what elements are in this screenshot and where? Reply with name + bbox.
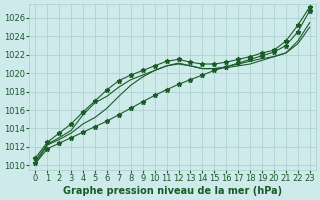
X-axis label: Graphe pression niveau de la mer (hPa): Graphe pression niveau de la mer (hPa) [63, 186, 282, 196]
